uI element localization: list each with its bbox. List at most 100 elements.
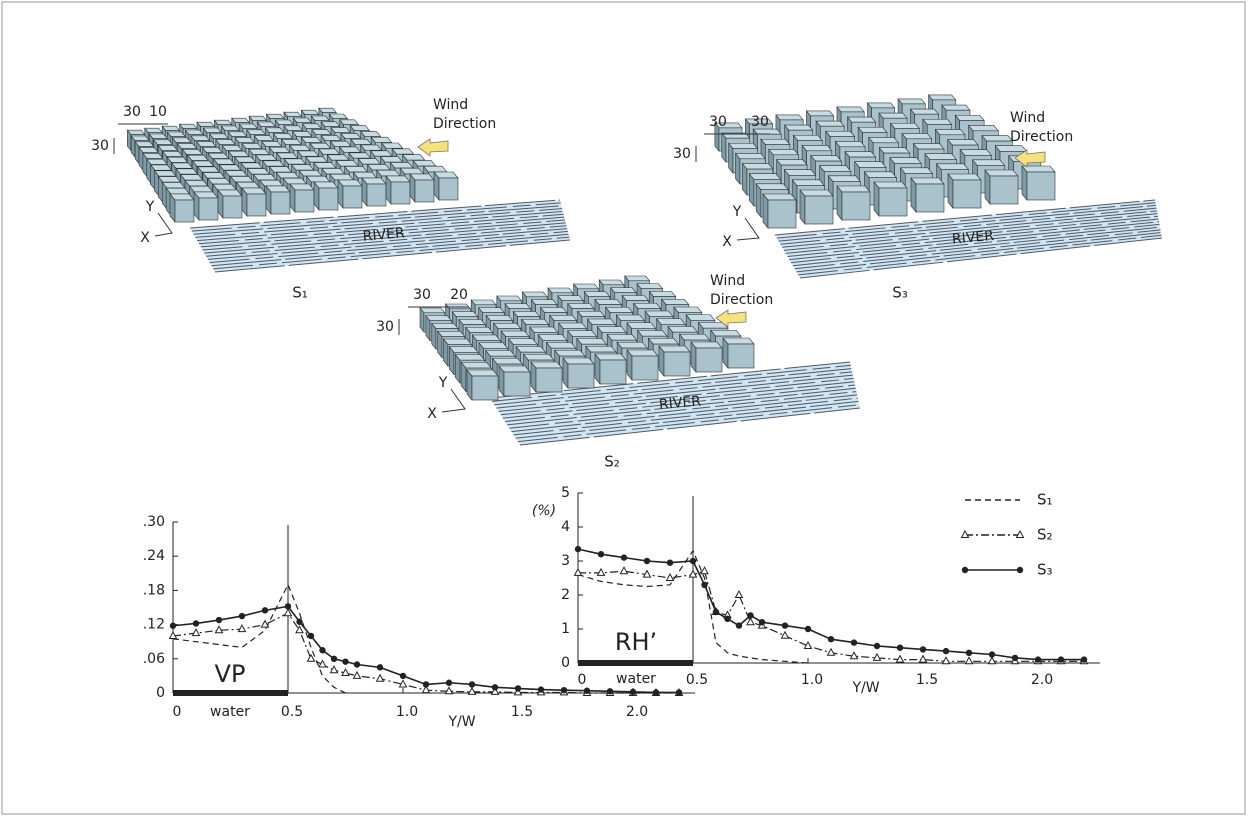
point	[782, 622, 788, 628]
building-top	[541, 308, 567, 313]
building-top	[879, 113, 907, 118]
building-top	[835, 141, 865, 146]
building-top	[558, 296, 584, 301]
building-top	[691, 342, 722, 348]
legend-marker	[962, 567, 968, 573]
building-front	[175, 200, 194, 222]
building-top	[513, 312, 539, 317]
building-top	[459, 320, 485, 325]
building-top	[595, 354, 626, 360]
x-tick-label: 1.5	[916, 672, 938, 688]
building-top	[763, 194, 796, 200]
axis-y-label: Y	[438, 375, 448, 391]
building-top	[466, 327, 493, 332]
building-top	[616, 315, 644, 320]
point	[736, 622, 742, 628]
point	[676, 689, 682, 695]
building-top	[530, 327, 558, 332]
building-top	[845, 152, 876, 158]
building-front	[879, 188, 907, 216]
building-top	[625, 276, 650, 281]
building-front	[916, 184, 944, 212]
building-top	[486, 351, 515, 357]
point	[423, 681, 429, 687]
building-top	[948, 174, 981, 180]
point	[492, 684, 498, 690]
building-top	[568, 304, 594, 309]
building-top	[494, 323, 521, 328]
building-front	[439, 178, 458, 200]
building-front	[728, 344, 754, 368]
point	[747, 612, 753, 618]
building-top	[828, 176, 860, 182]
layout-label: S₁	[292, 284, 308, 302]
building-top	[617, 342, 647, 348]
building-top	[777, 160, 808, 166]
point	[170, 623, 176, 629]
building-top	[674, 307, 702, 312]
water-bar	[578, 660, 693, 666]
building-top	[550, 315, 577, 320]
building-front	[664, 352, 690, 376]
building-top	[588, 319, 616, 324]
building-top	[455, 355, 484, 361]
building-top	[662, 299, 689, 304]
dimension-label: 30	[413, 287, 431, 303]
building-top	[969, 125, 999, 130]
building-top	[793, 135, 822, 140]
building-top	[563, 358, 594, 364]
building-top	[900, 168, 932, 174]
wind-label: Direction	[1010, 129, 1073, 145]
point	[621, 554, 627, 560]
dimension-label: 30	[376, 319, 394, 335]
building-top	[785, 125, 813, 130]
x-axis-title: Y/W	[851, 680, 879, 696]
building-top	[479, 343, 508, 349]
legend-marker	[1017, 567, 1023, 573]
building-top	[627, 323, 656, 329]
point	[446, 680, 452, 686]
building-front	[367, 184, 386, 206]
point	[966, 650, 972, 656]
building-top	[574, 284, 599, 289]
building-top	[438, 331, 465, 336]
dimension-label: 10	[149, 104, 167, 120]
building-top	[497, 296, 522, 301]
y-tick-label: 1	[561, 621, 570, 637]
legend-label: S₁	[1037, 491, 1053, 509]
point	[724, 616, 730, 622]
point	[584, 688, 590, 694]
building-top	[531, 300, 557, 305]
building-top	[597, 327, 626, 333]
building-top	[800, 190, 833, 196]
point	[469, 681, 475, 687]
point	[538, 686, 544, 692]
point	[308, 633, 314, 639]
figure: RIVER301030WindDirectionYXS₁RIVER302030W…	[0, 0, 1249, 818]
dimension-label: 30	[673, 146, 691, 162]
layout-label: S₃	[892, 284, 908, 302]
x-tick-label: 2.0	[1031, 672, 1053, 688]
building-front	[415, 180, 434, 202]
building-top	[820, 166, 851, 172]
point	[828, 636, 834, 642]
building-top	[749, 174, 780, 180]
building-top	[522, 319, 549, 324]
axis-x-label: X	[140, 230, 150, 246]
building-top	[955, 115, 984, 120]
building-top	[911, 178, 944, 184]
point	[920, 646, 926, 652]
building-top	[509, 339, 538, 345]
point	[285, 603, 291, 609]
building-front	[842, 192, 870, 220]
axis-y-label: Y	[732, 204, 742, 220]
building-top	[637, 284, 663, 289]
point	[515, 685, 521, 691]
building-front	[696, 348, 722, 372]
building-top	[855, 162, 886, 168]
building-front	[247, 194, 266, 216]
building-top	[611, 288, 637, 293]
wind-label: Wind	[710, 273, 745, 289]
building-top	[659, 346, 690, 352]
building-top	[891, 123, 920, 128]
